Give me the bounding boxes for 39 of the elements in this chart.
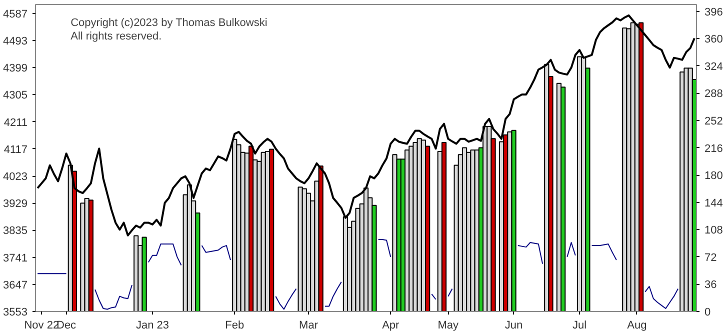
y2-tick-label: 0: [704, 306, 711, 318]
x-tick-label: Mar: [299, 320, 318, 332]
bar: [88, 200, 94, 312]
x-tick-label: Dec: [56, 320, 77, 332]
y-tick-label: 4117: [4, 144, 28, 156]
y2-tick-label: 396: [704, 6, 723, 18]
y2-tick-label: 288: [704, 88, 723, 100]
y-tick-label: 3553: [3, 306, 28, 318]
bar: [142, 236, 147, 312]
y2-tick-label: 144: [704, 197, 723, 210]
y-tick-label: 4023: [3, 171, 28, 184]
bar: [441, 142, 447, 312]
y-tick-label: 3929: [3, 198, 28, 210]
y2-tick-label: 108: [704, 224, 723, 237]
y-tick-label: 4305: [3, 90, 28, 102]
annotation: Copyright (c)2023 by Thomas Bulkowski: [70, 16, 268, 29]
bar: [560, 86, 566, 312]
x-tick-label: May: [438, 320, 459, 332]
y-tick-label: 4211: [4, 116, 28, 129]
y2-tick-label: 72: [704, 252, 717, 264]
x-tick-label: Jul: [572, 320, 587, 332]
y2-tick-label: 324: [704, 60, 723, 73]
y2-tick-label: 180: [704, 170, 723, 182]
x-tick-label: Jun: [504, 320, 523, 332]
annotation: All rights reserved.: [70, 30, 162, 43]
x-tick-label: Feb: [225, 320, 244, 332]
y-tick-label: 4587: [3, 8, 28, 20]
y2-tick-label: 216: [704, 142, 723, 155]
y2-tick-label: 36: [704, 279, 717, 292]
y-tick-label: 3647: [3, 279, 28, 292]
x-tick-label: Apr: [382, 320, 400, 332]
x-tick-label: Jan 23: [136, 320, 170, 332]
y-tick-label: 4493: [3, 36, 28, 48]
y-tick-label: 4399: [3, 62, 28, 75]
y-tick-label: 3741: [3, 252, 28, 264]
y-tick-label: 3835: [3, 225, 28, 238]
y2-tick-label: 360: [704, 34, 723, 46]
x-tick-label: Aug: [627, 320, 647, 332]
y2-tick-label: 252: [704, 115, 723, 128]
